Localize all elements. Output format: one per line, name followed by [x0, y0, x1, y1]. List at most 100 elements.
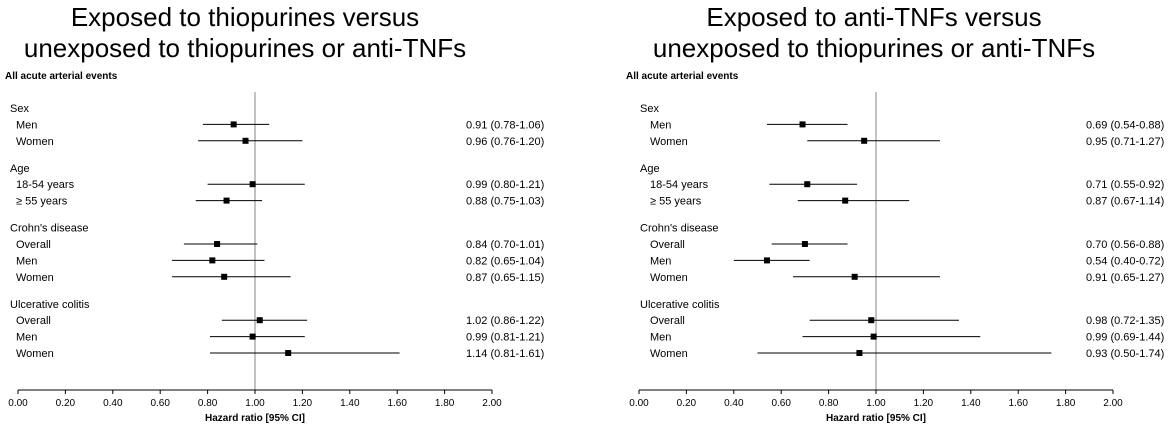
chart-title-line-1: Exposed to anti-TNFs versus	[706, 2, 1041, 32]
row-label: Men	[650, 255, 671, 267]
hr-value-label: 0.87 (0.65-1.15)	[466, 272, 544, 284]
row-label: Women	[16, 272, 54, 284]
x-tick-label: 1.80	[1056, 398, 1076, 409]
hr-point	[801, 241, 808, 247]
x-tick-label: 0.40	[724, 398, 744, 409]
hr-value-label: 0.93 (0.50-1.74)	[1086, 348, 1164, 360]
hr-value-label: 0.69 (0.54-0.88)	[1086, 119, 1164, 131]
row-label: Men	[16, 119, 37, 131]
x-tick-label: 0.80	[819, 398, 839, 409]
hr-value-label: 0.82 (0.65-1.04)	[466, 255, 544, 267]
row-label: Women	[16, 136, 54, 148]
row-label: Men	[650, 119, 671, 131]
x-tick-label: 0.00	[629, 398, 649, 409]
row-label: Overall	[16, 239, 51, 251]
row-label: Overall	[650, 315, 685, 327]
row-label: Women	[16, 348, 54, 360]
hr-point	[851, 273, 858, 280]
row-label: Women	[650, 136, 688, 148]
row-label: Men	[650, 332, 671, 344]
group-label: Crohn's disease	[10, 223, 89, 235]
row-label: Men	[16, 332, 37, 344]
row-label: Women	[650, 348, 688, 360]
x-tick-label: 0.60	[771, 398, 791, 409]
chart-title-line-1: Exposed to thiopurines versus	[71, 2, 419, 32]
x-tick-label: 1.20	[293, 398, 313, 409]
hr-point	[256, 317, 263, 324]
hr-value-label: 0.99 (0.69-1.44)	[1086, 332, 1164, 344]
x-tick-label: 1.40	[340, 398, 360, 409]
x-tick-label: 1.80	[435, 398, 455, 409]
hr-value-label: 0.98 (0.72-1.35)	[1086, 315, 1164, 327]
row-label: Men	[16, 255, 37, 267]
hr-point	[242, 137, 249, 144]
row-label: ≥ 55 years	[16, 196, 68, 208]
hr-point	[763, 257, 770, 264]
row-label: 18-54 years	[650, 179, 709, 191]
hr-value-label: 0.88 (0.75-1.03)	[466, 196, 544, 208]
row-label: Overall	[16, 315, 51, 327]
x-tick-label: 1.00	[245, 398, 265, 409]
hr-point	[856, 350, 863, 356]
hr-point	[861, 137, 868, 144]
hr-value-label: 0.87 (0.67-1.14)	[1086, 196, 1164, 208]
hr-point	[223, 197, 230, 204]
x-tick-label: 2.00	[1103, 398, 1123, 409]
x-tick-label: 1.00	[866, 398, 886, 409]
x-tick-label: 2.00	[482, 398, 502, 409]
row-label: Women	[650, 272, 688, 284]
group-label: Crohn's disease	[640, 223, 719, 235]
hr-point	[804, 181, 811, 188]
hr-point	[249, 333, 256, 340]
forest-plot-thiopurines: Exposed to thiopurines versus unexposed …	[5, 2, 544, 424]
hr-value-label: 0.70 (0.56-0.88)	[1086, 239, 1164, 251]
group-label: Ulcerative colitis	[10, 299, 90, 311]
hr-value-label: 0.96 (0.76-1.20)	[466, 136, 544, 148]
hr-point	[868, 317, 875, 324]
forest-plot-thiopurines-svg: Exposed to thiopurines versus unexposed …	[5, 2, 544, 424]
group-label: Ulcerative colitis	[640, 299, 720, 311]
hr-point	[214, 241, 221, 247]
x-tick-label: 0.20	[56, 398, 76, 409]
row-label: Overall	[650, 239, 685, 251]
x-tick-label: 0.40	[103, 398, 123, 409]
hr-value-label: 0.99 (0.81-1.21)	[466, 332, 544, 344]
hr-point	[209, 257, 216, 264]
forest-plot-anti-tnfs-svg: Exposed to anti-TNFs versus unexposed to…	[626, 2, 1164, 424]
x-axis-label: Hazard ratio [95% CI]	[205, 413, 305, 424]
group-label: Sex	[640, 103, 659, 115]
x-axis-label: Hazard ratio [95% CI]	[826, 413, 926, 424]
forest-plot-anti-tnfs: Exposed to anti-TNFs versus unexposed to…	[586, 0, 1172, 429]
hr-point	[249, 181, 256, 188]
x-tick-label: 1.40	[961, 398, 981, 409]
hr-value-label: 0.54 (0.40-0.72)	[1086, 255, 1164, 267]
chart-subtitle: All acute arterial events	[5, 71, 118, 82]
x-tick-label: 1.60	[387, 398, 407, 409]
hr-value-label: 0.71 (0.55-0.92)	[1086, 179, 1164, 191]
x-tick-label: 1.20	[914, 398, 934, 409]
hr-value-label: 1.14 (0.81-1.61)	[466, 348, 544, 360]
hr-point	[870, 333, 877, 340]
group-label: Sex	[10, 103, 29, 115]
hr-value-label: 0.99 (0.80-1.21)	[466, 179, 544, 191]
row-label: 18-54 years	[16, 179, 75, 191]
row-label: ≥ 55 years	[650, 196, 702, 208]
group-label: Age	[640, 163, 660, 175]
hr-point	[799, 121, 806, 128]
chart-subtitle: All acute arterial events	[626, 71, 739, 82]
hr-value-label: 0.84 (0.70-1.01)	[466, 239, 544, 251]
hr-point	[285, 350, 292, 356]
hr-point	[221, 273, 228, 280]
hr-value-label: 1.02 (0.86-1.22)	[466, 315, 544, 327]
hr-value-label: 0.91 (0.65-1.27)	[1086, 272, 1164, 284]
chart-title-line-2: unexposed to thiopurines or anti-TNFs	[24, 33, 466, 63]
x-tick-label: 0.00	[8, 398, 28, 409]
x-tick-label: 1.60	[1008, 398, 1028, 409]
hr-value-label: 0.91 (0.78-1.06)	[466, 119, 544, 131]
x-tick-label: 0.60	[150, 398, 170, 409]
hr-point	[842, 197, 849, 204]
group-label: Age	[10, 163, 30, 175]
hr-point	[230, 121, 237, 128]
x-tick-label: 0.80	[198, 398, 218, 409]
chart-title-line-2: unexposed to thiopurines or anti-TNFs	[653, 33, 1095, 63]
